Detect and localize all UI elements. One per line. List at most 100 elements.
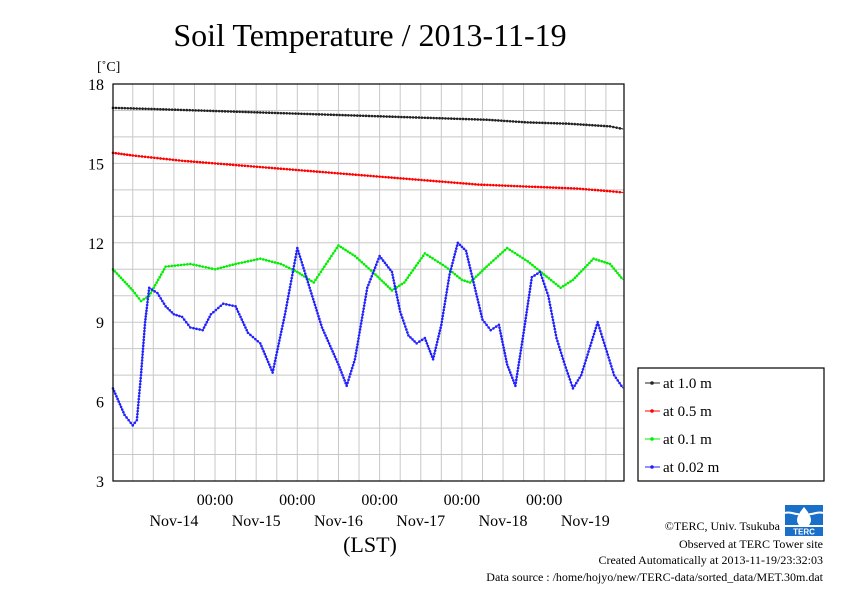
data-point — [158, 275, 161, 279]
data-point — [418, 259, 422, 262]
data-point — [219, 162, 223, 166]
data-point — [608, 359, 611, 362]
data-point — [137, 297, 141, 300]
data-point — [278, 339, 281, 342]
data-point — [180, 159, 184, 163]
data-point — [229, 110, 233, 113]
data-point — [444, 296, 447, 300]
series-at-1-0-m — [111, 106, 624, 130]
data-point — [584, 187, 588, 191]
data-point — [499, 332, 502, 335]
data-point — [404, 325, 407, 328]
data-point — [521, 256, 524, 260]
data-point — [605, 124, 609, 128]
data-point — [529, 121, 532, 124]
data-point — [414, 264, 418, 267]
data-point — [239, 315, 242, 319]
data-point — [207, 266, 211, 270]
data-point — [454, 250, 457, 253]
data-point — [576, 122, 579, 126]
data-point — [504, 354, 507, 358]
data-point — [353, 357, 357, 361]
y-axis-unit: [˚C] — [97, 60, 120, 75]
data-point — [492, 327, 495, 330]
data-point — [584, 359, 588, 362]
data-point — [379, 115, 383, 118]
data-point — [539, 185, 543, 189]
data-point — [356, 343, 359, 346]
data-point — [255, 165, 259, 169]
data-point — [405, 177, 408, 181]
data-point — [452, 255, 456, 259]
data-point — [443, 299, 447, 303]
data-point — [555, 122, 559, 125]
data-point — [135, 294, 139, 298]
data-point — [140, 367, 143, 371]
data-point — [329, 113, 333, 117]
data-point — [141, 344, 145, 348]
data-point — [477, 183, 480, 186]
data-point — [279, 111, 283, 115]
data-point — [225, 264, 229, 268]
data-point — [517, 120, 521, 124]
data-point — [127, 284, 131, 288]
data-point — [159, 107, 162, 111]
data-point — [466, 258, 470, 261]
data-point — [477, 273, 480, 276]
data-point — [338, 113, 341, 117]
data-point — [335, 360, 339, 364]
data-point — [599, 124, 603, 128]
data-point — [328, 344, 332, 348]
data-point — [165, 157, 168, 161]
data-point — [115, 272, 119, 275]
data-point — [360, 316, 364, 319]
data-point — [133, 421, 137, 425]
data-point — [365, 286, 369, 290]
data-point — [391, 273, 394, 277]
data-point — [185, 108, 189, 112]
data-point — [515, 375, 519, 379]
data-point — [189, 326, 192, 329]
data-point — [509, 373, 513, 377]
data-point — [252, 165, 256, 168]
data-point — [590, 259, 593, 263]
data-point — [462, 247, 466, 251]
data-point — [620, 384, 623, 388]
data-point — [605, 189, 609, 193]
data-point — [522, 331, 525, 335]
data-point — [222, 162, 226, 166]
data-point — [195, 263, 198, 267]
data-point — [437, 335, 440, 338]
data-point — [176, 108, 180, 112]
data-point — [564, 122, 568, 125]
data-point — [450, 264, 454, 268]
data-point — [399, 177, 402, 180]
data-point — [529, 281, 533, 285]
data-point — [453, 272, 457, 276]
data-point — [359, 322, 363, 325]
data-point — [382, 115, 386, 118]
data-point — [147, 286, 151, 290]
data-point — [563, 186, 567, 190]
data-point — [219, 304, 223, 308]
data-point — [554, 186, 558, 190]
data-point — [180, 315, 184, 319]
data-point — [608, 262, 612, 266]
data-point — [125, 153, 129, 157]
data-point — [191, 108, 195, 112]
data-point — [332, 352, 336, 356]
data-point — [427, 347, 431, 350]
data-point — [311, 112, 315, 116]
data-point — [544, 121, 547, 125]
data-point — [159, 273, 163, 276]
data-point — [612, 267, 616, 270]
data-point — [360, 173, 363, 177]
data-point — [541, 279, 545, 283]
data-point — [294, 255, 297, 259]
data-point — [579, 123, 582, 126]
data-point — [552, 280, 555, 284]
data-point — [608, 125, 612, 128]
data-point — [282, 263, 285, 267]
data-point — [308, 112, 312, 116]
data-point — [549, 309, 553, 313]
